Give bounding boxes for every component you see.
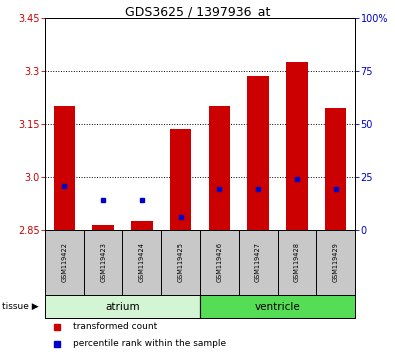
Bar: [248, 76, 269, 230]
Text: atrium: atrium: [105, 302, 140, 312]
Text: GSM119425: GSM119425: [178, 242, 184, 282]
Text: GSM119423: GSM119423: [100, 242, 106, 282]
Text: GDS3625 / 1397936_at: GDS3625 / 1397936_at: [125, 5, 270, 18]
Text: tissue ▶: tissue ▶: [2, 302, 39, 311]
Bar: [325, 108, 346, 230]
Bar: [286, 62, 308, 230]
Text: GSM119422: GSM119422: [61, 242, 68, 282]
Text: GSM119427: GSM119427: [255, 242, 261, 282]
Text: percentile rank within the sample: percentile rank within the sample: [73, 339, 226, 348]
Text: transformed count: transformed count: [73, 322, 157, 331]
Text: GSM119424: GSM119424: [139, 242, 145, 282]
Text: GSM119429: GSM119429: [333, 242, 339, 282]
Text: GSM119426: GSM119426: [216, 242, 222, 282]
Text: ventricle: ventricle: [255, 302, 300, 312]
Text: GSM119428: GSM119428: [294, 242, 300, 282]
Bar: [92, 225, 114, 230]
Bar: [54, 106, 75, 230]
Bar: [209, 106, 230, 230]
Bar: [131, 221, 152, 230]
Bar: [170, 129, 191, 230]
